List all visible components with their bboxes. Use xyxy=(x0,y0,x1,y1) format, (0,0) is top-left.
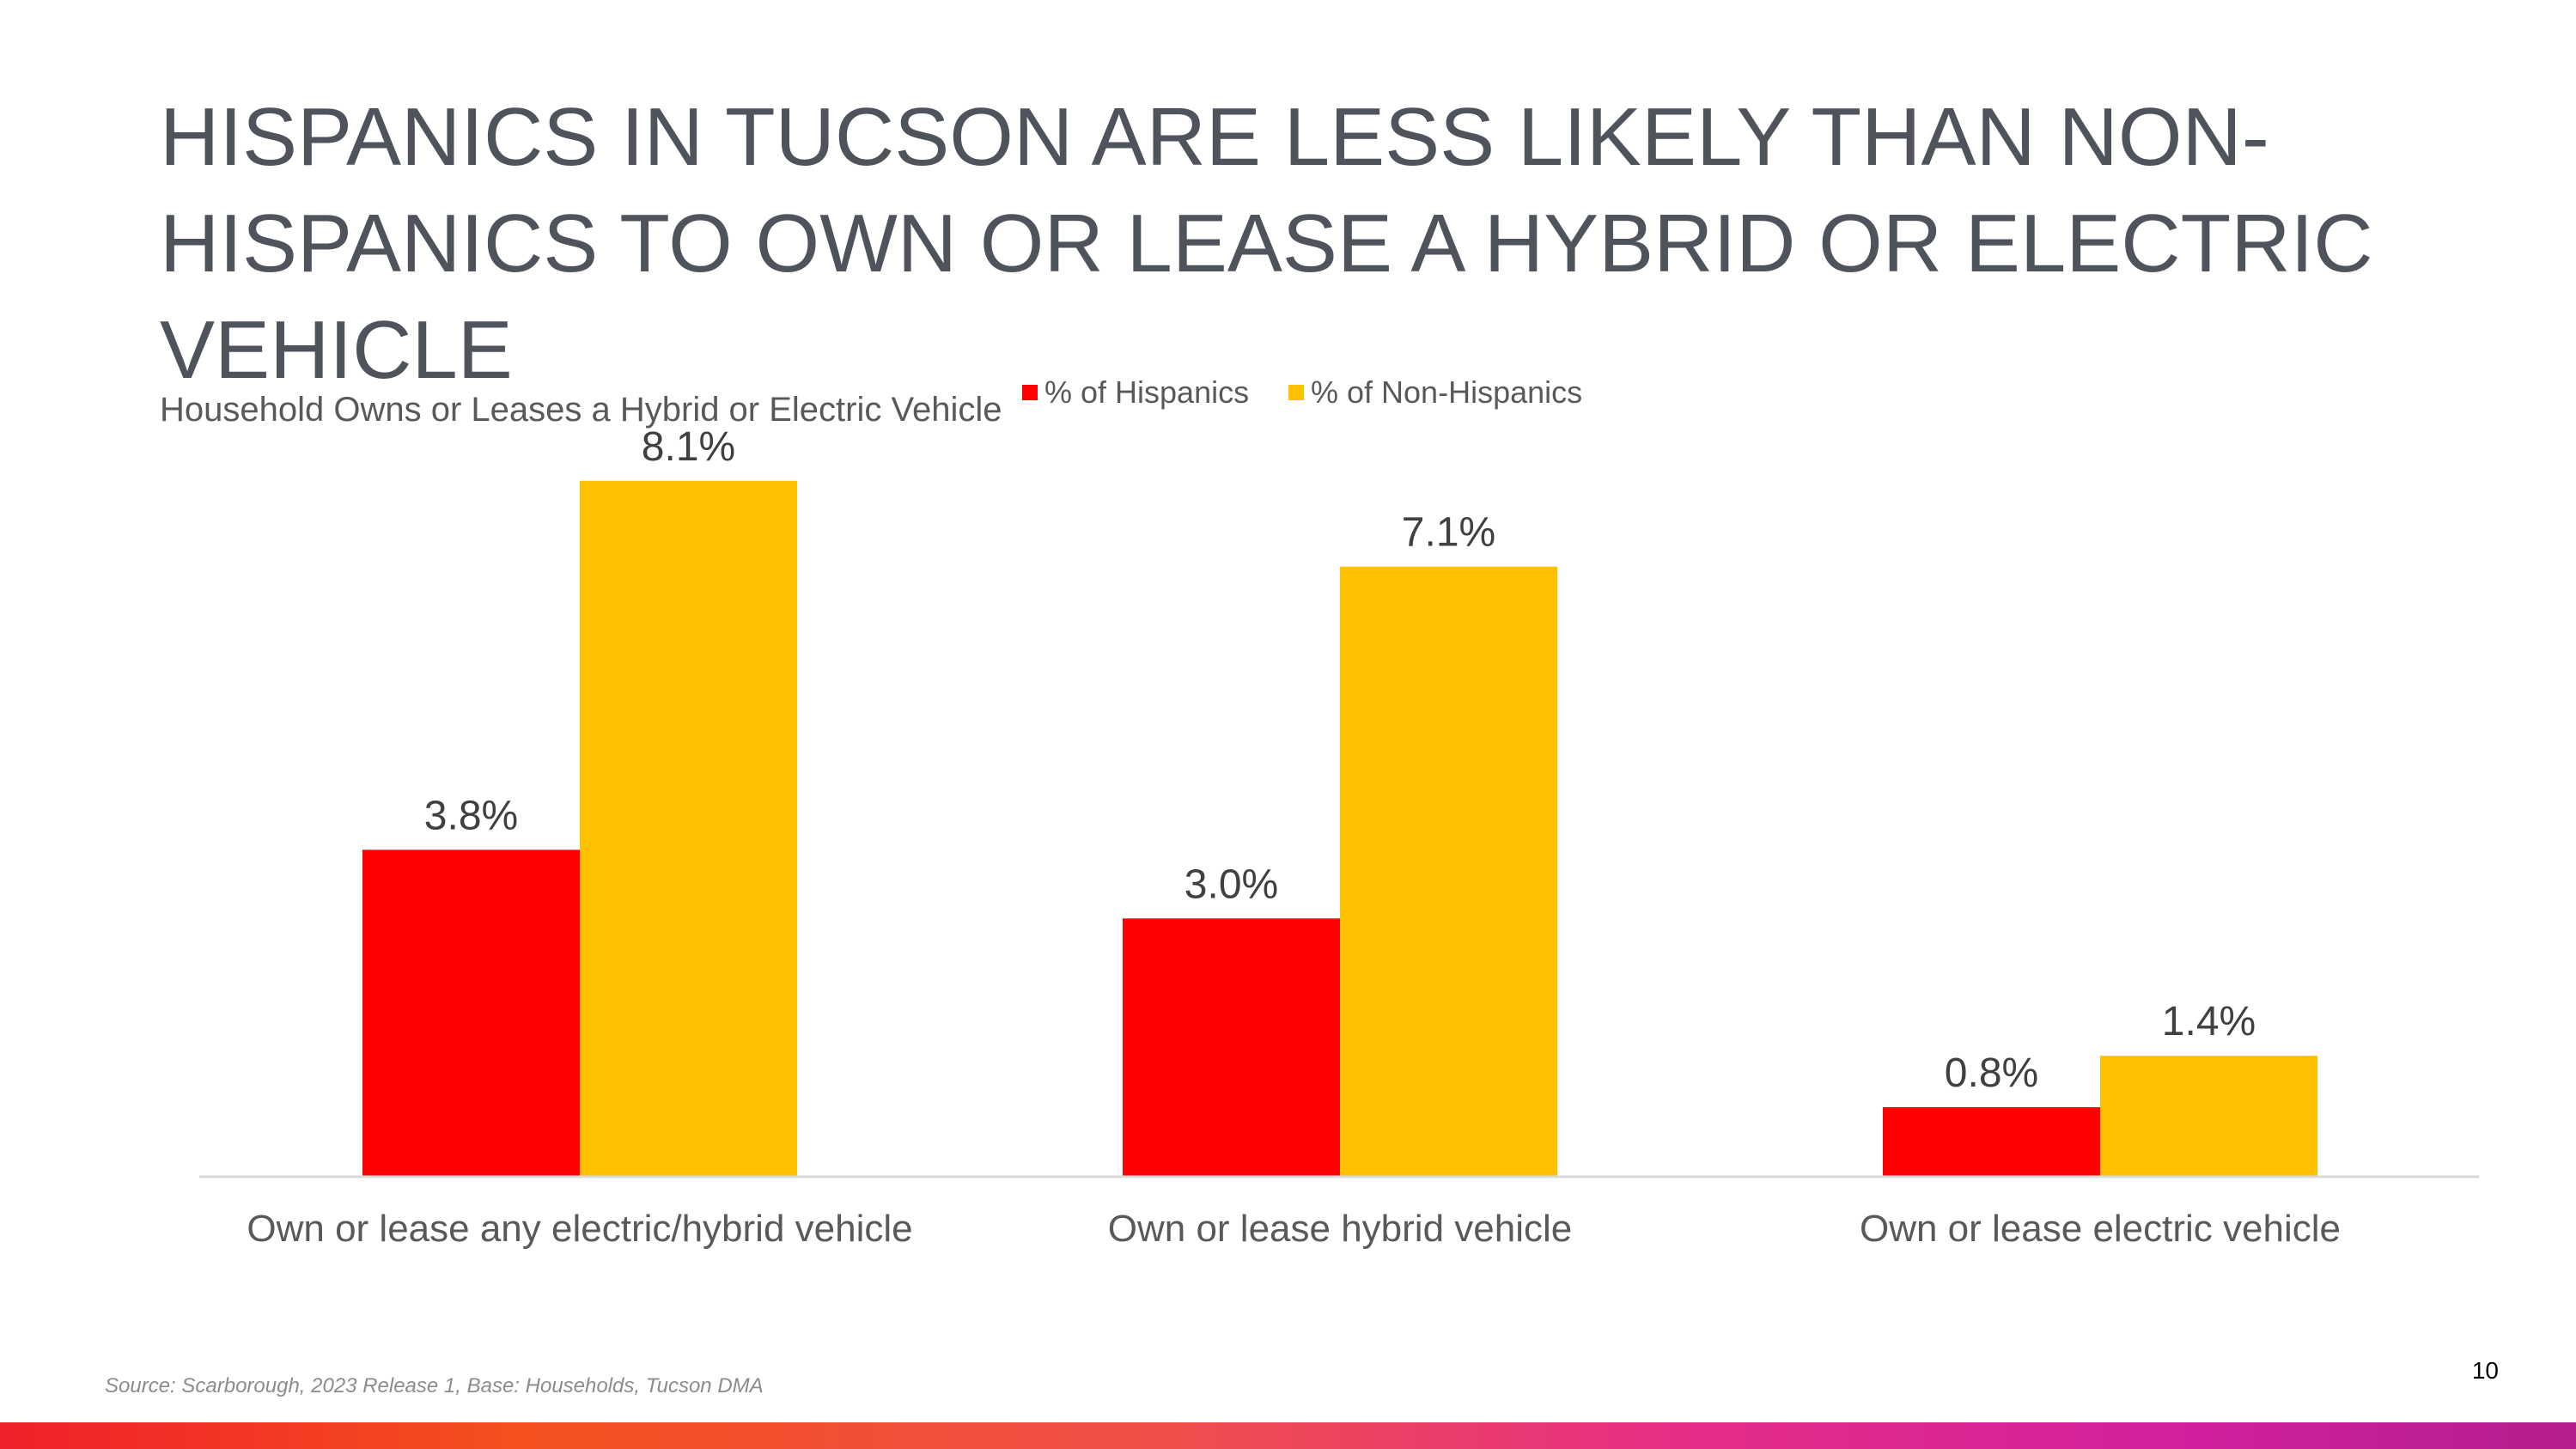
legend-swatch-hispanics xyxy=(1022,385,1038,400)
legend-swatch-non-hispanics xyxy=(1288,385,1304,400)
data-label-hispanics-2: 3.0% xyxy=(1184,861,1278,907)
legend-item-hispanics: % of Hispanics xyxy=(1022,371,1249,414)
bar-non-hispanics-1 xyxy=(580,480,797,1176)
slide-title: HISPANICS IN TUCSON ARE LESS LIKELY THAN… xyxy=(160,91,2373,396)
data-label-hispanics-1: 3.8% xyxy=(424,793,518,838)
legend-label-non-hispanics: % of Non-Hispanics xyxy=(1311,374,1583,410)
category-label-1: Own or lease any electric/hybrid vehicle xyxy=(247,1208,912,1250)
data-label-non-hispanics-2: 7.1% xyxy=(1402,510,1495,556)
bar-non-hispanics-3 xyxy=(2100,1056,2317,1176)
legend-item-non-hispanics: % of Non-Hispanics xyxy=(1288,371,1582,414)
chart-title: Household Owns or Leases a Hybrid or Ele… xyxy=(160,391,1002,429)
page-number: 10 xyxy=(2471,1357,2499,1384)
bar-hispanics-2 xyxy=(1123,918,1340,1176)
data-label-non-hispanics-3: 1.4% xyxy=(2162,999,2256,1044)
bar-hispanics-1 xyxy=(362,849,580,1176)
bar-non-hispanics-2 xyxy=(1340,566,1557,1176)
category-label-2: Own or lease hybrid vehicle xyxy=(1108,1208,1572,1250)
category-label-3: Own or lease electric vehicle xyxy=(1860,1208,2341,1250)
legend-label-hispanics: % of Hispanics xyxy=(1044,374,1250,410)
data-label-non-hispanics-1: 8.1% xyxy=(642,424,735,470)
brand-gradient-bar xyxy=(0,1422,2576,1449)
source-note: Source: Scarborough, 2023 Release 1, Bas… xyxy=(105,1374,764,1397)
data-label-hispanics-3: 0.8% xyxy=(1945,1050,2038,1096)
bar-hispanics-3 xyxy=(1883,1107,2100,1176)
